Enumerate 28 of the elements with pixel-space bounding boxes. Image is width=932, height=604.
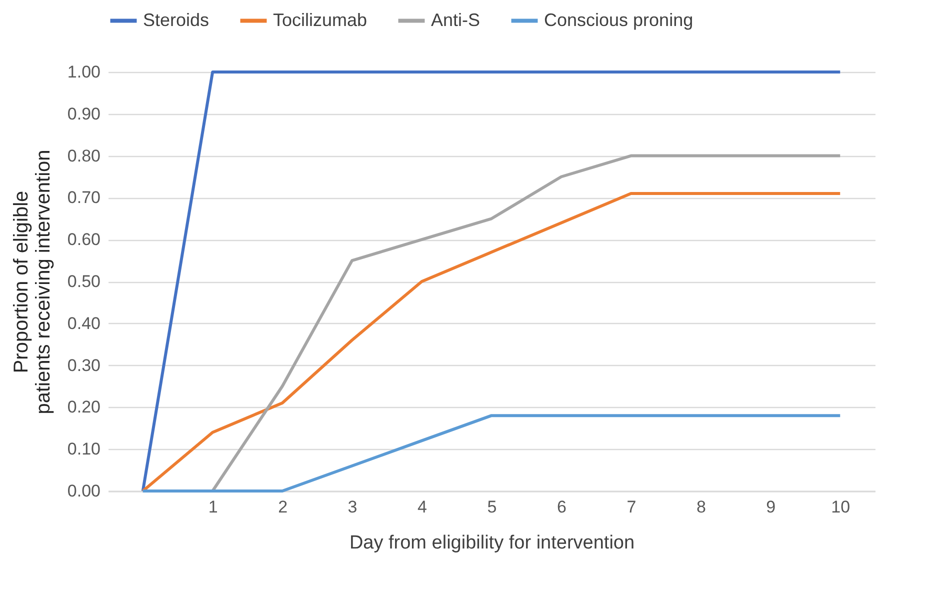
legend-label: Conscious proning (544, 10, 694, 30)
x-tick-label: 1 (208, 498, 218, 516)
x-tick-label: 4 (418, 498, 428, 516)
y-tick-label: 0.70 (67, 188, 100, 208)
y-tick-label: 0.00 (67, 482, 100, 500)
x-tick-label: 10 (831, 498, 850, 516)
x-tick-label: 2 (278, 498, 288, 516)
x-axis-title: Day from eligibility for intervention (349, 532, 635, 554)
y-tick-label: 0.80 (67, 146, 100, 166)
y-tick-label: 0.20 (67, 398, 100, 417)
legend-label: Tocilizumab (273, 10, 368, 30)
x-tick-label: 8 (696, 498, 706, 516)
y-tick-label: 0.40 (67, 314, 100, 333)
y-tick-label: 0.10 (67, 440, 100, 459)
x-tick-label: 5 (487, 498, 497, 516)
legend-label: Anti-S (431, 10, 480, 30)
y-tick-label: 0.60 (67, 230, 100, 250)
x-tick-label: 6 (556, 498, 566, 516)
y-tick-label: 0.30 (67, 356, 100, 375)
y-axis-title: Proportion of eligible patients receiving intervention (10, 150, 54, 414)
x-tick-label: 9 (766, 498, 776, 516)
line-series (141, 414, 842, 492)
x-tick-label: 3 (348, 498, 358, 516)
x-tick-label: 7 (626, 498, 636, 516)
y-tick-label: 0.90 (67, 104, 100, 124)
y-tick-label: 0.50 (67, 272, 100, 291)
y-tick-label: 1.00 (67, 62, 100, 82)
legend-label: Steroids (143, 10, 210, 30)
